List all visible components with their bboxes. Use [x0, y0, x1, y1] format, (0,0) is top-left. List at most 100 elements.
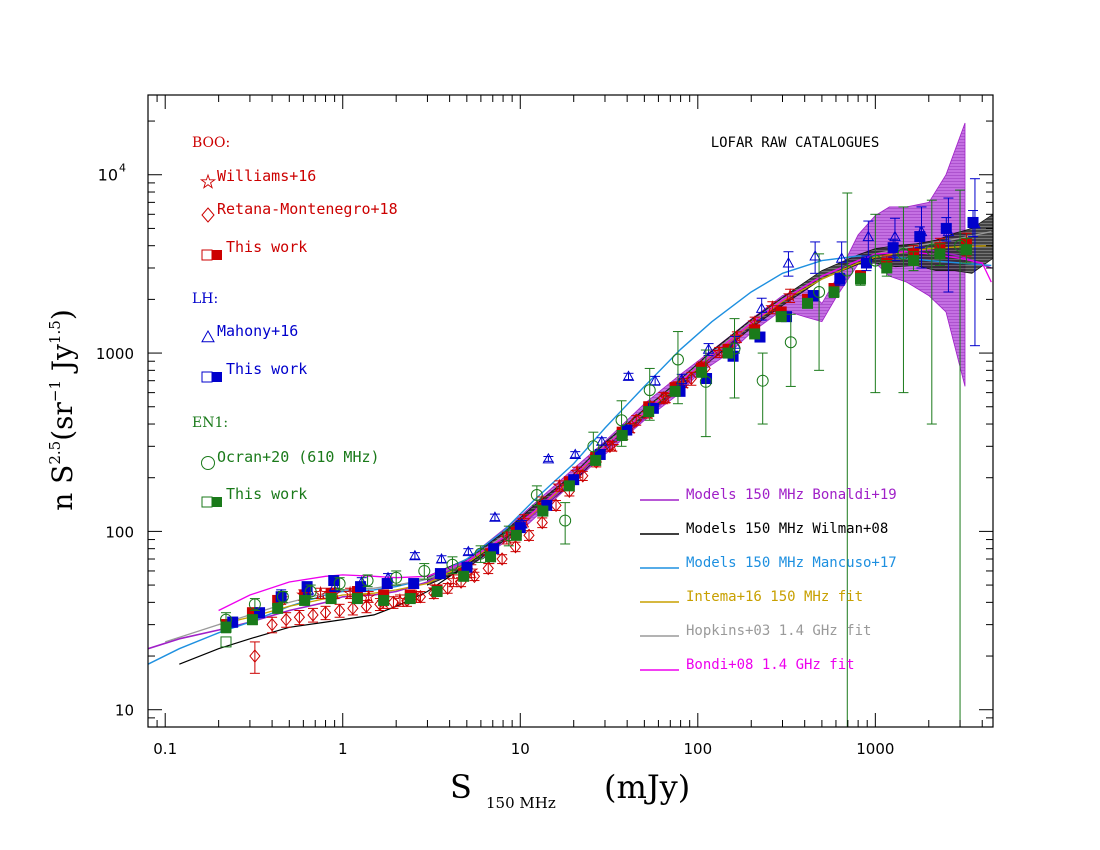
x-axis-label-unit: (mJy) [604, 768, 690, 806]
data-point [784, 336, 797, 349]
data-point [630, 413, 642, 428]
data-point [657, 391, 670, 405]
data-point [590, 454, 602, 466]
model-legend-label: Models 150 MHz Bonaldi+19 [686, 487, 897, 503]
x-tick-label: 1000 [856, 740, 894, 758]
data-point [881, 262, 893, 274]
data-point [523, 528, 535, 543]
data-point [408, 578, 420, 590]
data-point [536, 515, 548, 530]
data-point [577, 469, 589, 483]
data-point [387, 595, 400, 610]
data-point [775, 311, 787, 323]
data-point [813, 286, 826, 299]
x-axis-label: S [450, 768, 472, 806]
data-point [509, 539, 522, 554]
data-point [458, 570, 470, 582]
y-tick-label: 10 [98, 166, 118, 185]
legend-entry-label: This work [226, 360, 307, 378]
data-point [550, 498, 562, 513]
data-point [299, 594, 311, 606]
data-point [967, 216, 979, 228]
data-point [201, 496, 213, 508]
y-axis-label-part: −1 [46, 380, 64, 402]
data-point [351, 593, 363, 605]
y-axis-label-part: 1.5 [46, 320, 64, 344]
data-point [461, 561, 473, 573]
plot-clipped [148, 122, 993, 727]
data-point [675, 373, 688, 385]
y-tick-label: 1000 [96, 345, 134, 363]
data-point [212, 497, 222, 507]
data-point [828, 286, 840, 298]
data-point [414, 589, 427, 604]
data-point [834, 273, 846, 285]
data-point [201, 371, 213, 383]
data-point [809, 250, 821, 261]
data-point [361, 589, 376, 603]
data-point [212, 372, 222, 382]
data-point [431, 586, 443, 598]
data-point [702, 343, 715, 354]
data-point [671, 353, 684, 366]
data-point [325, 593, 337, 605]
data-point [201, 329, 215, 343]
data-point [542, 452, 555, 464]
x-tick-label: 100 [683, 740, 712, 758]
data-point [276, 590, 289, 603]
series-ocran-20-610-mhz- [219, 189, 967, 727]
data-point [248, 598, 261, 611]
data-point [643, 406, 655, 418]
plot-layer [148, 122, 993, 727]
data-point [559, 514, 572, 527]
y-tick-label: 100 [105, 523, 134, 541]
data-point [442, 581, 454, 596]
legend-entry-label: Mahony+16 [217, 322, 298, 340]
y-axis-label-part: (sr [46, 401, 79, 440]
model-curve [164, 230, 992, 643]
data-point [496, 552, 508, 566]
data-point [378, 594, 390, 606]
data-point [361, 574, 374, 587]
data-point [266, 617, 278, 632]
data-point [468, 569, 481, 584]
data-point [418, 564, 431, 577]
data-point [220, 621, 232, 633]
model-legend-label: Models 150 MHz Mancuso+17 [686, 555, 897, 571]
data-point [860, 257, 872, 269]
data-point [616, 429, 628, 441]
data-point [749, 328, 761, 340]
data-point [390, 571, 403, 584]
data-point [722, 347, 734, 359]
data-point [696, 366, 708, 378]
data-point [381, 578, 393, 590]
data-point [552, 478, 567, 492]
data-point [201, 456, 215, 470]
data-point [434, 568, 446, 580]
data-point [201, 249, 213, 261]
y-axis-label-part: 2.5 [46, 441, 64, 465]
legend-entry-label: This work [226, 485, 307, 503]
data-point [347, 601, 359, 616]
data-point [782, 288, 798, 302]
data-point [446, 558, 459, 571]
data-point [841, 264, 854, 277]
data-point [328, 580, 341, 592]
data-point [280, 612, 292, 627]
data-point [328, 575, 340, 587]
x-axis-label-sub: 150 MHz [486, 794, 556, 812]
data-point [782, 256, 795, 268]
data-point [605, 438, 620, 453]
data-point [462, 545, 475, 557]
data-point [755, 302, 768, 313]
data-point [409, 549, 421, 561]
y-axis-label-group: n S2.5(sr−1 Jy1.5) [46, 309, 79, 511]
data-point [960, 244, 972, 256]
data-point [934, 248, 946, 260]
model-legend-label: Hopkins+03 1.4 GHz fit [686, 623, 871, 639]
data-point [595, 435, 608, 446]
data-point [435, 552, 448, 564]
data-point [333, 577, 346, 590]
data-point [201, 207, 215, 223]
